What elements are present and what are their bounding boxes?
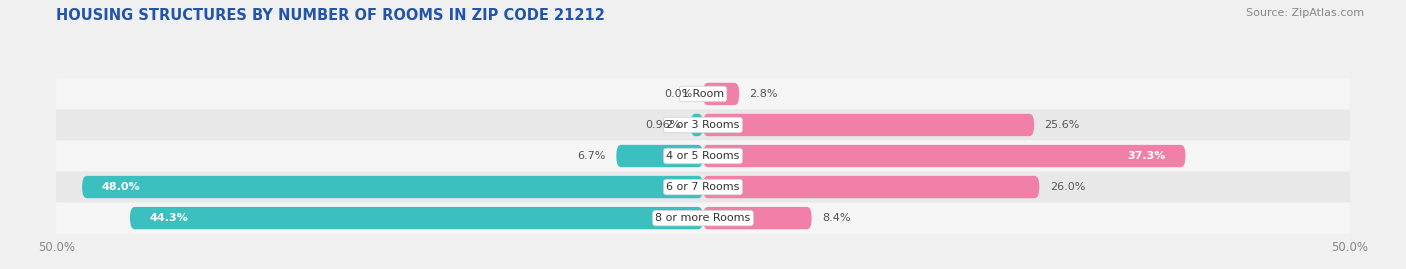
Text: 2.8%: 2.8% — [749, 89, 778, 99]
FancyBboxPatch shape — [703, 83, 740, 105]
Text: 6.7%: 6.7% — [578, 151, 606, 161]
FancyBboxPatch shape — [703, 114, 1035, 136]
FancyBboxPatch shape — [703, 207, 811, 229]
Text: 8.4%: 8.4% — [823, 213, 851, 223]
Text: 8 or more Rooms: 8 or more Rooms — [655, 213, 751, 223]
Text: 6 or 7 Rooms: 6 or 7 Rooms — [666, 182, 740, 192]
Text: 26.0%: 26.0% — [1050, 182, 1085, 192]
FancyBboxPatch shape — [56, 203, 1350, 233]
Text: 37.3%: 37.3% — [1128, 151, 1166, 161]
FancyBboxPatch shape — [129, 207, 703, 229]
FancyBboxPatch shape — [616, 145, 703, 167]
FancyBboxPatch shape — [703, 176, 1039, 198]
FancyBboxPatch shape — [56, 109, 1350, 140]
Text: 0.96%: 0.96% — [645, 120, 681, 130]
FancyBboxPatch shape — [56, 172, 1350, 203]
Text: 2 or 3 Rooms: 2 or 3 Rooms — [666, 120, 740, 130]
FancyBboxPatch shape — [56, 140, 1350, 172]
FancyBboxPatch shape — [703, 145, 1185, 167]
Text: 48.0%: 48.0% — [101, 182, 141, 192]
Text: HOUSING STRUCTURES BY NUMBER OF ROOMS IN ZIP CODE 21212: HOUSING STRUCTURES BY NUMBER OF ROOMS IN… — [56, 8, 605, 23]
Text: 1 Room: 1 Room — [682, 89, 724, 99]
FancyBboxPatch shape — [690, 114, 703, 136]
Text: 4 or 5 Rooms: 4 or 5 Rooms — [666, 151, 740, 161]
Text: Source: ZipAtlas.com: Source: ZipAtlas.com — [1246, 8, 1364, 18]
Text: 0.0%: 0.0% — [665, 89, 693, 99]
FancyBboxPatch shape — [56, 79, 1350, 109]
Text: 44.3%: 44.3% — [149, 213, 188, 223]
FancyBboxPatch shape — [82, 176, 703, 198]
Text: 25.6%: 25.6% — [1045, 120, 1080, 130]
